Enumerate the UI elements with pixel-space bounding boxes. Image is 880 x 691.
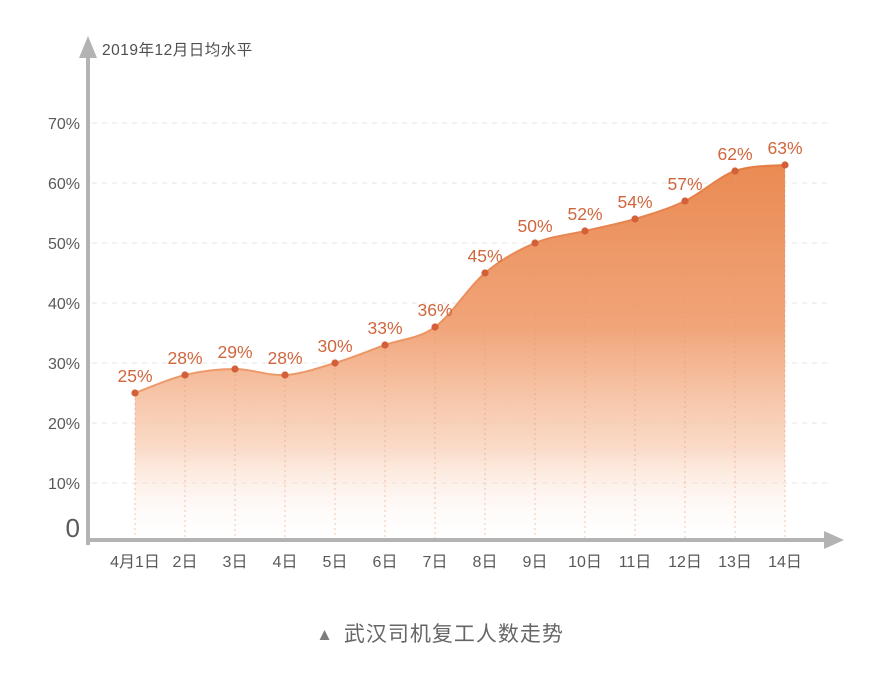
x-tick-label: 2日 bbox=[173, 554, 198, 571]
y-tick-label: 10% bbox=[48, 476, 80, 493]
data-point-label: 62% bbox=[717, 144, 752, 164]
x-tick-label: 8日 bbox=[473, 554, 498, 571]
x-tick-label: 12日 bbox=[668, 554, 702, 571]
area-edge-line bbox=[134, 164, 786, 394]
data-point-dot bbox=[731, 167, 739, 175]
y-axis-arrow-icon bbox=[79, 36, 97, 58]
data-point-dot bbox=[181, 371, 189, 379]
data-point-dot bbox=[481, 269, 489, 277]
data-point-dot bbox=[431, 323, 439, 331]
data-point-dot bbox=[631, 215, 639, 223]
y-tick-label: 70% bbox=[48, 116, 80, 133]
caption-text: 武汉司机复工人数走势 bbox=[343, 623, 564, 646]
data-point-dot bbox=[331, 359, 339, 367]
data-point-label: 36% bbox=[417, 300, 452, 320]
y-tick-label: 60% bbox=[48, 176, 80, 193]
data-point-label: 30% bbox=[317, 336, 352, 356]
data-point-dot bbox=[131, 389, 139, 397]
data-point-label: 28% bbox=[267, 348, 302, 368]
data-point-dot bbox=[581, 227, 589, 235]
x-tick-label: 4日 bbox=[273, 554, 298, 571]
x-tick-label: 9日 bbox=[523, 554, 548, 571]
y-tick-label: 50% bbox=[48, 236, 80, 253]
area-fill bbox=[135, 165, 785, 543]
x-tick-label: 10日 bbox=[568, 554, 602, 571]
data-point-label: 28% bbox=[167, 348, 202, 368]
x-tick-label: 4月1日 bbox=[110, 554, 160, 571]
data-point-label: 33% bbox=[367, 318, 402, 338]
y-tick-label: 40% bbox=[48, 296, 80, 313]
x-tick-label: 11日 bbox=[619, 554, 652, 571]
caption-triangle-icon: ▲ bbox=[316, 625, 334, 644]
data-point-dot bbox=[781, 161, 789, 169]
x-tick-label: 6日 bbox=[373, 554, 398, 571]
data-point-label: 54% bbox=[617, 192, 652, 212]
data-point-label: 52% bbox=[567, 204, 602, 224]
data-point-dot bbox=[281, 371, 289, 379]
chart-caption: ▲ 武汉司机复工人数走势 bbox=[0, 618, 880, 648]
data-point-label: 45% bbox=[467, 246, 502, 266]
data-point-label: 25% bbox=[117, 366, 152, 386]
x-tick-label: 5日 bbox=[323, 554, 348, 571]
data-point-label: 29% bbox=[217, 342, 252, 362]
x-tick-label: 13日 bbox=[718, 554, 752, 571]
data-point-label: 50% bbox=[517, 216, 552, 236]
y-tick-label: 20% bbox=[48, 416, 80, 433]
data-point-dot bbox=[231, 365, 239, 373]
data-point-label: 63% bbox=[767, 138, 802, 158]
x-tick-label: 3日 bbox=[223, 554, 248, 571]
data-point-dot bbox=[531, 239, 539, 247]
y-axis-title: 2019年12月日均水平 bbox=[102, 42, 253, 59]
x-tick-label: 14日 bbox=[768, 554, 802, 571]
area-chart: 25% 28% 29% 28% 30% 33% 36% 45% 50% 52% 54% 57% 62% 6… bbox=[48, 36, 844, 571]
x-tick-label: 7日 bbox=[423, 554, 448, 571]
data-point-dot bbox=[381, 341, 389, 349]
data-point-dot bbox=[681, 197, 689, 205]
x-axis-arrow-icon bbox=[824, 531, 844, 549]
data-point-label: 57% bbox=[667, 174, 702, 194]
y-tick-label: 30% bbox=[48, 356, 80, 373]
y-origin-label: 0 bbox=[66, 513, 80, 543]
